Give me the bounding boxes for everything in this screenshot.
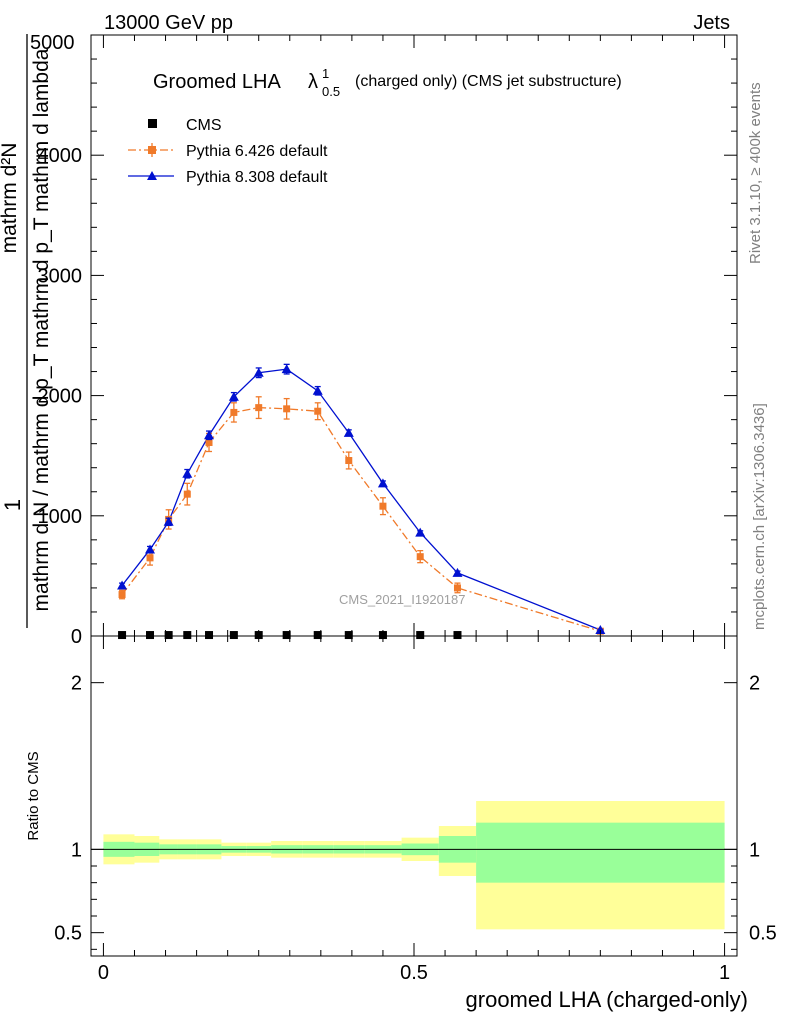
data-point-pythia-8-308-default [281,364,292,374]
series-lines [121,368,601,632]
data-point-pythia-6-426-default [205,438,213,446]
legend-label-cms: CMS [186,117,222,134]
title-subscript: 0.5 [322,84,340,99]
data-point-pythia-8-308-default [312,385,323,395]
data-point-pythia-8-308-default [253,367,264,377]
data-point-pythia-8-308-default [182,468,193,478]
ratio-y-tick-label-right: 1 [749,839,760,861]
data-point-pythia-6-426-default [453,584,461,592]
ratio-y-tick-label: 0.5 [54,923,82,945]
ratio-y-tick-label-right: 2 [749,673,760,695]
rivet-version-label: Rivet 3.1.10, ≥ 400k events [747,82,764,264]
data-point-cms [344,631,353,640]
data-point-pythia-6-426-default [379,502,387,510]
data-point-pythia-6-426-default [314,407,322,415]
data-point-pythia-6-426-default [283,405,291,413]
data-point-pythia-8-308-default [343,427,354,437]
data-point-cms [416,631,425,640]
main-y-tick-label: 4000 [38,145,83,167]
legend: CMS Pythia 6.426 default Pythia 8.308 de… [128,117,328,186]
data-point-pythia-6-426-default [183,490,191,498]
x-axis-label: groomed LHA (charged-only) [466,987,748,1012]
data-point-cms [164,631,173,640]
data-point-pythia-8-308-default [145,544,156,554]
data-point-pythia-6-426-default [146,554,154,562]
ratio-uncertainty-bands [103,801,725,930]
header-left-label: 13000 GeV pp [104,12,233,34]
header-right-label: Jets [693,12,730,34]
data-point-pythia-8-308-default [415,527,426,537]
main-y-tick-labels: 0 1000 2000 3000 4000 5000 [38,145,83,648]
data-point-cms [183,631,192,640]
series-line-pythia-8-308-default [121,368,601,631]
data-point-pythia-8-308-default [228,391,239,401]
main-y-tick-label: 1000 [38,506,83,528]
legend-marker-pythia6 [148,146,156,154]
data-point-pythia-6-426-default [416,553,424,561]
plot-title: Groomed LHA λ 1 0.5 (charged only) (CMS … [153,66,622,99]
main-y-tick-label: 3000 [38,265,83,287]
title-main: Groomed LHA [153,71,281,93]
x-tick-label: 1 [719,962,730,984]
axis-ticks [91,34,737,956]
data-point-pythia-8-308-default [452,567,463,577]
title-superscript: 1 [322,66,329,81]
data-point-pythia-8-308-default [204,430,215,440]
data-point-pythia-8-308-default [163,516,174,526]
x-tick-label: 0.5 [400,962,428,984]
ratio-y-tick-label: 1 [71,839,82,861]
y-label-numerator: 1 [0,499,25,511]
series-points [117,363,606,640]
data-point-cms [229,631,238,640]
ratio-y-tick-label: 2 [71,673,82,695]
y-label-denominator: mathrm d N / mathrm d p_T mathrm d p_T m… [30,48,53,611]
x-tick-label: 0 [98,962,109,984]
data-point-cms [205,631,214,640]
ratio-y-tick-labels: 0.5 1 2 0.5 1 2 [54,673,777,945]
data-point-pythia-6-426-default [255,404,263,412]
main-y-tick-label: 0 [71,626,82,648]
data-point-cms [282,631,291,640]
title-symbol: λ [308,71,318,93]
data-point-pythia-6-426-default [230,408,238,416]
title-suffix: (charged only) (CMS jet substructure) [355,73,622,90]
data-point-pythia-8-308-default [595,624,606,634]
legend-marker-cms [148,119,157,128]
ratio-y-tick-label-right: 0.5 [749,923,777,945]
main-y-axis-label: 1 mathrm d N / mathrm d p_T mathrm d p_T… [0,32,75,628]
mcplots-label: mcplots.cern.ch [arXiv:1306.3436] [751,403,768,630]
ratio-band-inner [476,822,725,883]
data-point-cms [118,631,127,640]
data-point-pythia-6-426-default [118,591,126,599]
series-line-pythia-6-426-default [121,406,601,632]
data-point-pythia-6-426-default [345,457,353,465]
legend-label-pythia6: Pythia 6.426 default [186,143,328,160]
main-y-tick-label: 2000 [38,386,83,408]
data-point-pythia-8-308-default [377,478,388,488]
x-tick-labels: 0 0.5 1 [98,962,730,984]
ratio-y-axis-label: Ratio to CMS [25,751,42,840]
data-point-pythia-8-308-default [117,580,128,590]
y-top-tick-label-clipped: 5000 [30,32,75,54]
legend-label-pythia8: Pythia 8.308 default [186,169,328,186]
data-point-cms [146,631,155,640]
y-label-stacked-top: mathrm d²N [0,143,21,254]
legend-marker-pythia8 [147,171,157,180]
data-point-cms [453,631,462,640]
analysis-watermark: CMS_2021_I1920187 [339,592,466,607]
data-point-cms [313,631,322,640]
